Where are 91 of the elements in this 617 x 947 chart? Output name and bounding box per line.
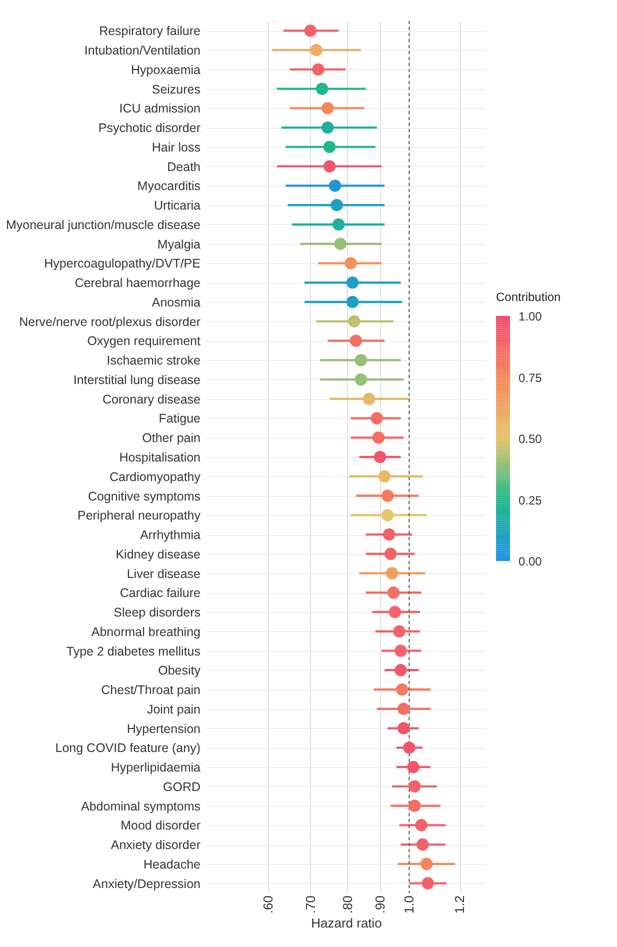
color-bar-title: Contribution	[496, 290, 561, 304]
y-tick-label: Hypertension	[126, 722, 201, 736]
y-tick-label: Peripheral neuropathy	[78, 508, 202, 523]
point	[393, 625, 406, 638]
point	[330, 198, 343, 212]
y-tick-label: Psychotic disorder	[98, 121, 200, 136]
x-tick-label: 1.0	[402, 896, 417, 914]
y-tick-label: Intubation/Ventilation	[84, 44, 201, 58]
point	[334, 238, 347, 250]
point	[323, 140, 336, 154]
y-tick-label: Cognitive symptoms	[88, 489, 200, 504]
point	[328, 180, 342, 192]
point	[322, 102, 334, 114]
point	[344, 257, 357, 270]
y-tick-label: Cardiac failure	[120, 586, 201, 600]
point	[387, 586, 400, 599]
y-tick-label: Type 2 diabetes mellitus	[66, 644, 200, 658]
y-tick-label: Hair loss	[152, 140, 200, 154]
y-tick-label: GORD	[163, 780, 200, 794]
x-axis-title: Hazard ratio	[311, 916, 382, 931]
point	[323, 160, 336, 172]
point	[384, 548, 397, 560]
point	[394, 644, 407, 657]
y-tick-label: Hyperlipidaemia	[110, 760, 201, 775]
point	[394, 664, 407, 676]
point	[397, 702, 410, 716]
point	[346, 276, 359, 289]
y-tick-label: Abdominal symptoms	[81, 799, 200, 814]
color-bar-label: 1.00	[518, 310, 542, 324]
point	[378, 470, 391, 482]
y-tick-label: Arrhythmia	[140, 528, 201, 542]
y-tick-label: Anosmia	[152, 295, 201, 310]
point	[397, 722, 410, 734]
point	[372, 432, 385, 444]
y-tick-label: Liver disease	[126, 566, 201, 581]
x-tick-label: .90	[372, 896, 388, 914]
x-tick-label: .80	[340, 896, 355, 914]
y-tick-label: Nerve/nerve root/plexus disorder	[19, 314, 200, 329]
color-bar-label: 0.50	[518, 432, 542, 446]
x-tick-label: 1.2	[452, 896, 468, 914]
y-tick-label: Seizures	[152, 82, 200, 96]
y-tick-label: Respiratory failure	[99, 24, 201, 38]
y-tick-label: Long COVID feature (any)	[55, 741, 200, 756]
color-bar-label: 0.00	[518, 554, 542, 568]
y-tick-label: Kidney disease	[116, 547, 201, 562]
y-tick-label: Coronary disease	[102, 392, 201, 406]
y-tick-label: Cardiomyopathy	[109, 470, 202, 484]
point	[382, 528, 396, 541]
point	[388, 606, 402, 618]
y-tick-label: Other pain	[142, 431, 201, 446]
y-tick-label: ICU admission	[119, 102, 201, 116]
y-tick-label: Fatigue	[158, 412, 201, 426]
point	[386, 567, 398, 580]
y-tick-label: Anxiety disorder	[110, 838, 200, 852]
point	[396, 683, 408, 696]
point	[346, 296, 359, 308]
point	[354, 373, 368, 386]
y-tick-label: Hypoxaemia	[131, 62, 201, 77]
point	[322, 121, 334, 134]
y-tick-label: Chest/Throat pain	[101, 683, 201, 698]
point	[348, 315, 360, 328]
point	[381, 490, 394, 502]
color-bar-label: 0.75	[518, 370, 542, 385]
color-bar-label: 0.25	[518, 493, 542, 508]
y-tick-label: Death	[167, 160, 201, 174]
y-tick-label: Urticaria	[154, 198, 201, 213]
y-tick-label: Anxiety/Depression	[92, 876, 201, 891]
y-tick-label: Myoneural junction/muscle disease	[6, 218, 201, 232]
y-tick-label: Obesity	[158, 664, 202, 678]
point	[350, 334, 362, 347]
point	[381, 509, 394, 522]
y-tick-label: Interstitial lung disease	[73, 372, 201, 387]
y-tick-label: Abnormal breathing	[91, 624, 201, 639]
point	[370, 412, 384, 424]
x-tick-label: .60	[260, 896, 276, 914]
y-tick-label: Cerebral haemorrhage	[74, 276, 201, 290]
y-tick-label: Sleep disorders	[114, 606, 200, 620]
y-tick-label: Hypercoagulopathy/DVT/PE	[44, 256, 200, 271]
y-tick-label: Joint pain	[146, 702, 201, 716]
x-tick-label: .70	[302, 896, 318, 914]
y-tick-label: Ischaemic stroke	[106, 354, 201, 368]
y-tick-label: Mood disorder	[120, 818, 200, 833]
point	[332, 218, 345, 231]
y-tick-label: Myalgia	[157, 237, 201, 252]
point	[374, 450, 386, 464]
y-tick-label: Oxygen requirement	[87, 334, 202, 348]
y-tick-label: Hospitalisation	[119, 450, 201, 464]
point	[354, 354, 368, 366]
point	[362, 392, 376, 405]
y-tick-label: Headache	[144, 857, 201, 872]
y-tick-label: Myocarditis	[137, 179, 200, 194]
